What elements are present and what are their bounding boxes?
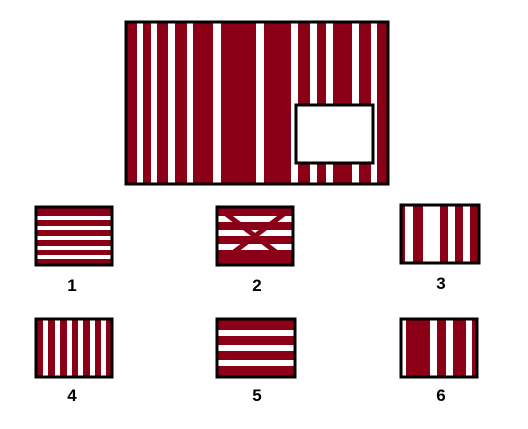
option-4-stripe <box>90 319 95 377</box>
option-1-stripe <box>36 255 112 259</box>
option-1-stripe <box>36 236 112 240</box>
main-white-stripe <box>371 22 377 184</box>
option-1-stripe <box>36 226 112 230</box>
option-2-label: 2 <box>252 276 262 295</box>
option-2-tile[interactable] <box>215 205 295 267</box>
main-pattern <box>124 20 390 186</box>
main-white-stripe <box>187 22 193 184</box>
main-white-stripe <box>137 22 143 184</box>
option-5-tile[interactable] <box>215 317 297 379</box>
option-6-stripe <box>430 319 437 377</box>
main-white-stripe <box>213 22 221 184</box>
option-6-stripe <box>401 319 406 377</box>
option-4-stripe <box>67 319 72 377</box>
option-1-stripe <box>36 246 112 250</box>
option-1-border <box>34 205 114 267</box>
option-5-stripe <box>217 345 295 351</box>
option-3-label: 3 <box>436 274 446 293</box>
option-6-white-stripes <box>401 319 472 377</box>
option-5-stripe <box>217 360 295 366</box>
option-4-stripe <box>101 319 106 377</box>
option-4-stripe <box>78 319 83 377</box>
option-4-label: 4 <box>67 386 77 405</box>
option-3-stripe <box>423 205 440 263</box>
main-white-stripe <box>256 22 264 184</box>
option-3-border <box>399 203 481 265</box>
option-6-background <box>401 319 477 377</box>
main-pattern-border <box>124 20 390 186</box>
main-pattern-white-stripes <box>137 22 377 184</box>
option-1-white-stripes <box>36 216 112 259</box>
main-white-stripe <box>326 22 333 184</box>
option-5-stripe <box>217 330 295 336</box>
option-3-white-stripes <box>405 205 470 263</box>
option-5-label: 5 <box>252 386 262 405</box>
missing-piece-slot <box>294 103 375 165</box>
main-white-stripe <box>151 22 157 184</box>
option-2-stripe <box>217 216 293 222</box>
option-3-stripe <box>405 205 413 263</box>
option-5-white-stripes <box>217 330 295 366</box>
option-3-stripe <box>448 205 455 263</box>
option-6-tile[interactable] <box>399 317 479 379</box>
option-2-border <box>215 205 295 267</box>
option-6-label: 6 <box>436 386 446 405</box>
option-4-background <box>36 319 112 377</box>
option-4-border <box>34 317 114 379</box>
option-4-stripe <box>55 319 60 377</box>
option-6-stripe <box>446 319 453 377</box>
option-1-stripe <box>36 216 112 220</box>
option-4-stripe <box>43 319 48 377</box>
option-6-stripe <box>466 319 472 377</box>
option-3-tile[interactable] <box>399 203 481 265</box>
option-1-tile[interactable] <box>34 205 114 267</box>
option-2-cross <box>215 205 295 267</box>
option-5-border <box>215 317 297 379</box>
main-white-stripe <box>310 22 317 184</box>
option-4-white-stripes <box>43 319 106 377</box>
main-white-stripe <box>168 22 175 184</box>
option-3-stripe <box>463 205 470 263</box>
option-1-label: 1 <box>67 276 77 295</box>
option-6-border <box>399 317 479 379</box>
option-4-tile[interactable] <box>34 317 114 379</box>
option-2-diagonal <box>215 205 295 267</box>
option-2-stripe <box>217 244 293 250</box>
main-white-stripe <box>352 22 359 184</box>
main-white-stripe <box>291 22 298 184</box>
